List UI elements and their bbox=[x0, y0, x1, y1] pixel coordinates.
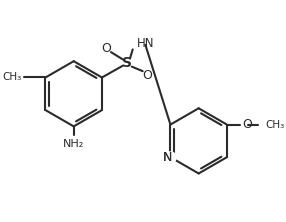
Text: N: N bbox=[163, 151, 172, 164]
Text: O: O bbox=[102, 42, 112, 55]
Text: N: N bbox=[163, 151, 172, 164]
Text: O: O bbox=[142, 69, 152, 82]
Text: CH₃: CH₃ bbox=[3, 73, 22, 83]
Text: CH₃: CH₃ bbox=[266, 120, 285, 130]
Text: NH₂: NH₂ bbox=[63, 139, 84, 149]
Text: HN: HN bbox=[137, 38, 155, 50]
Text: O: O bbox=[242, 118, 252, 131]
Text: S: S bbox=[122, 56, 132, 70]
